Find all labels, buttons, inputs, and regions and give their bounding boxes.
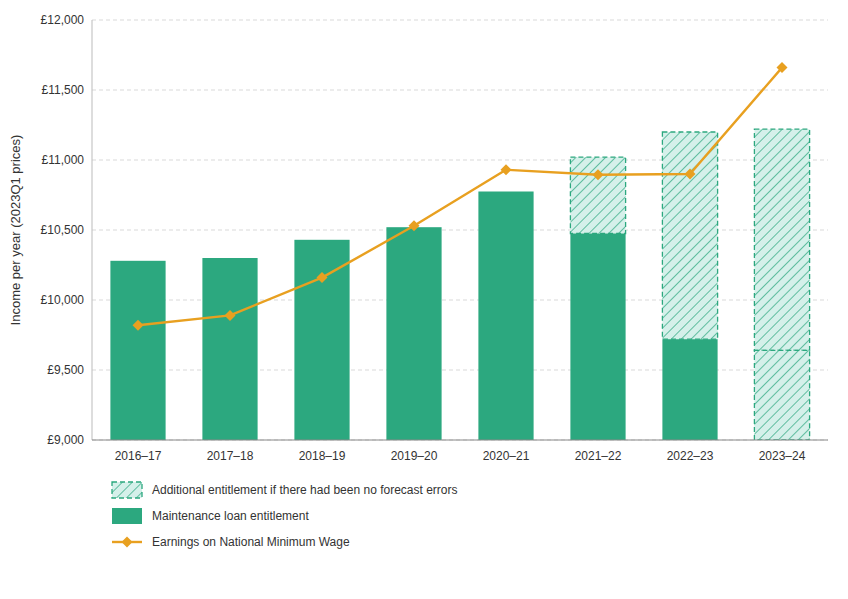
grid-line xyxy=(92,20,828,21)
legend: Additional entitlement if there had been… xyxy=(112,482,458,549)
y-tick-label: £12,000 xyxy=(41,13,85,27)
grid-line xyxy=(92,440,828,441)
earnings-marker xyxy=(777,62,788,73)
x-axis-line xyxy=(92,440,828,441)
maintenance-loan-bar xyxy=(662,339,717,440)
maintenance-loan-bar xyxy=(570,234,625,441)
y-tick-label: £10,000 xyxy=(41,293,85,307)
x-tick-label: 2017–18 xyxy=(207,449,254,463)
y-axis-line xyxy=(92,20,93,440)
y-tick-label: £10,500 xyxy=(41,223,85,237)
legend-swatch xyxy=(112,482,142,498)
y-tick-label: £11,500 xyxy=(42,83,85,97)
legend-label: Additional entitlement if there had been… xyxy=(152,483,458,497)
x-tick-label: 2019–20 xyxy=(391,449,438,463)
marks xyxy=(110,62,809,440)
x-tick-label: 2022–23 xyxy=(667,449,714,463)
earnings-marker xyxy=(317,272,328,283)
x-tick-label: 2023–24 xyxy=(759,449,806,463)
legend-swatch xyxy=(112,508,142,524)
additional-entitlement-bar xyxy=(754,129,809,350)
earnings-marker xyxy=(593,169,604,180)
legend-swatch-marker xyxy=(122,537,133,548)
maintenance-loan-bar xyxy=(754,350,809,440)
maintenance-loan-bar xyxy=(386,227,441,440)
grid xyxy=(92,20,828,440)
grid-line xyxy=(92,90,828,91)
y-axis-label: Income per year (2023Q1 prices) xyxy=(8,135,23,326)
x-tick-label: 2018–19 xyxy=(299,449,346,463)
additional-entitlement-bar xyxy=(570,157,625,233)
maintenance-loan-bar xyxy=(202,258,257,440)
chart: £9,000 £9,500 £10,000 £10,500 £11,000 £11,500… xyxy=(0,0,848,599)
y-tick-label: £9,500 xyxy=(47,363,84,377)
x-tick-label: 2016–17 xyxy=(115,449,162,463)
earnings-marker xyxy=(225,310,236,321)
y-tick-label: £11,000 xyxy=(42,153,85,167)
earnings-marker xyxy=(501,164,512,175)
additional-entitlement-bar xyxy=(662,132,717,339)
earnings-marker xyxy=(409,220,420,231)
legend-label: Maintenance loan entitlement xyxy=(152,509,309,523)
earnings-line xyxy=(138,68,782,326)
maintenance-loan-bar xyxy=(294,240,349,440)
legend-label: Earnings on National Minimum Wage xyxy=(152,535,350,549)
earnings-marker xyxy=(685,169,696,180)
x-tick-label: 2021–22 xyxy=(575,449,622,463)
earnings-marker xyxy=(133,320,144,331)
y-tick-label: £9,000 xyxy=(47,433,84,447)
x-tick-label: 2020–21 xyxy=(483,449,530,463)
maintenance-loan-bar xyxy=(478,192,533,441)
maintenance-loan-bar xyxy=(110,261,165,440)
